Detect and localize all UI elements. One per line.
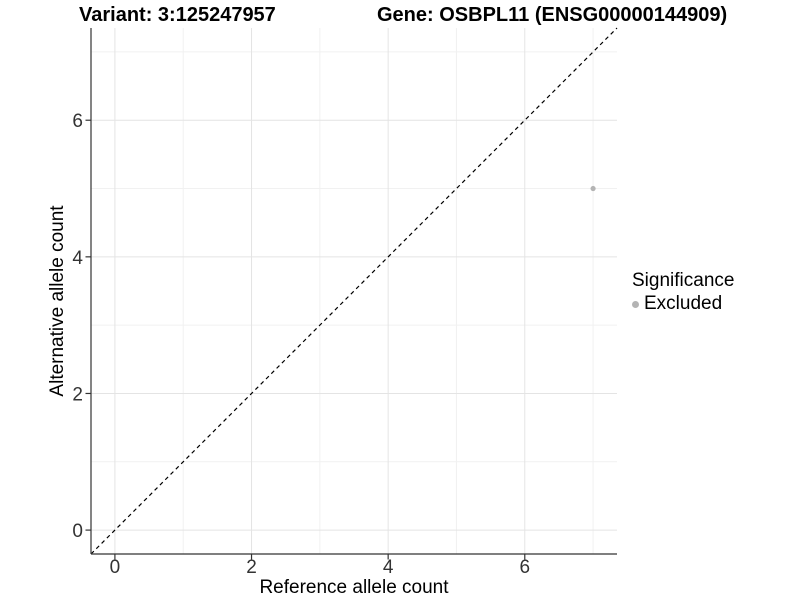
excluded-point-marker bbox=[632, 300, 639, 308]
identity-line bbox=[90, 27, 618, 555]
variant-title: Variant: 3:125247957 bbox=[79, 4, 276, 26]
x-tick-label: 0 bbox=[110, 557, 121, 578]
gene-title: Gene: OSBPL11 (ENSG00000144909) bbox=[377, 4, 728, 26]
data-point bbox=[590, 185, 596, 192]
y-tick-label: 2 bbox=[72, 384, 83, 405]
y-tick-label: 0 bbox=[72, 521, 83, 542]
legend: Significance Excluded bbox=[632, 270, 734, 315]
y-tick-label: 6 bbox=[72, 111, 83, 132]
x-tick-label: 2 bbox=[246, 557, 257, 578]
legend-title: Significance bbox=[632, 270, 735, 291]
legend-item-excluded: Excluded bbox=[632, 293, 734, 315]
y-tick-label: 4 bbox=[72, 248, 83, 269]
x-axis-title: Reference allele count bbox=[259, 577, 449, 598]
x-tick-label: 4 bbox=[383, 557, 394, 578]
legend-item-label: Excluded bbox=[644, 293, 723, 314]
y-axis-title: Alternative allele count bbox=[47, 205, 68, 397]
x-tick-label: 6 bbox=[519, 557, 530, 578]
